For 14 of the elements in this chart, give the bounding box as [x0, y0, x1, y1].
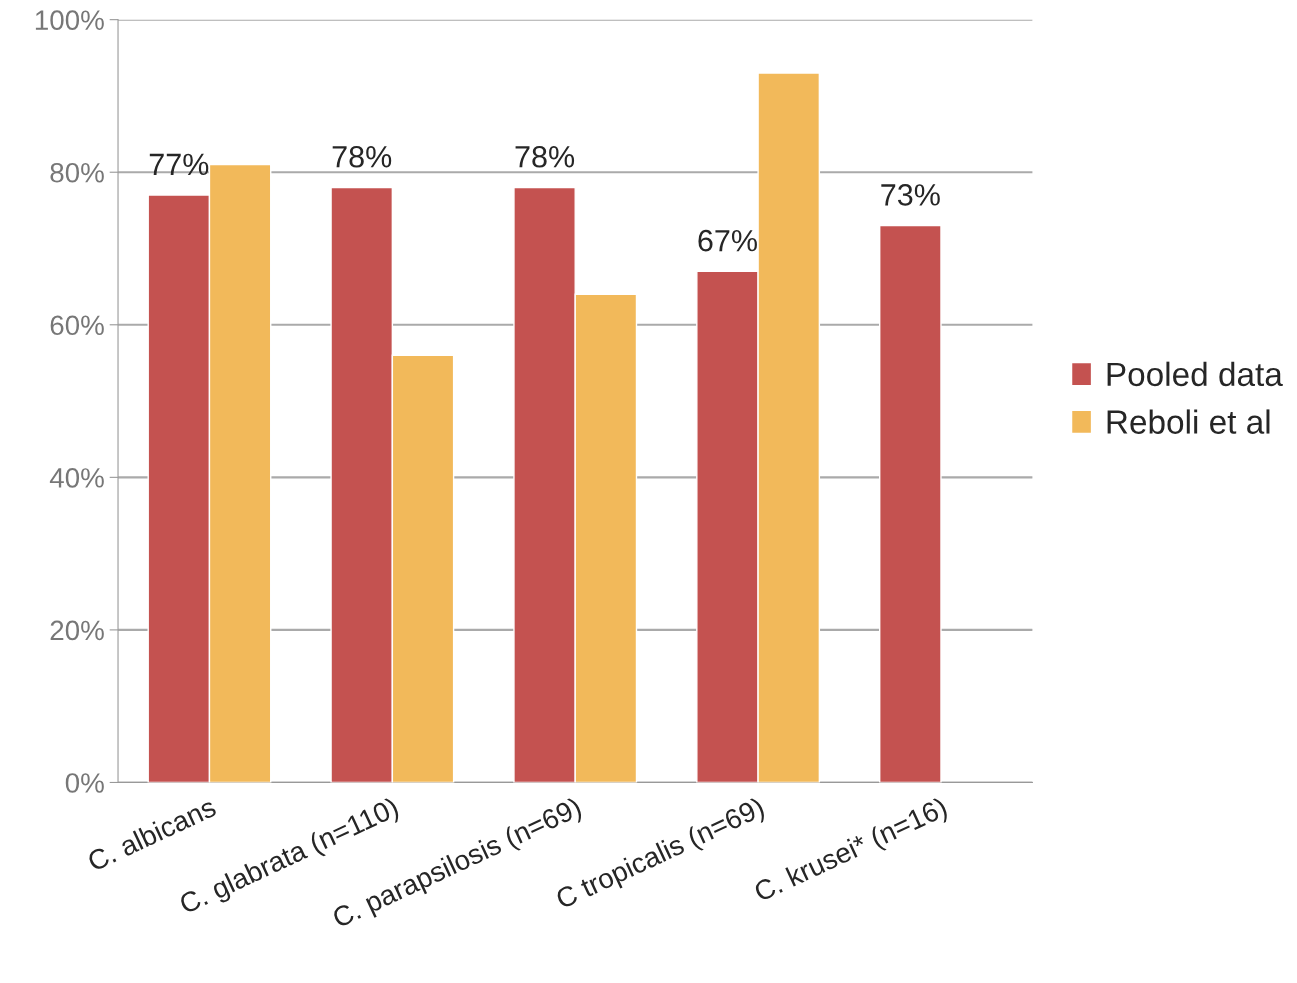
y-tick-label: 0%: [65, 773, 104, 793]
legend-label: Reboli et al: [1107, 409, 1270, 434]
bar: [879, 224, 942, 783]
data-label: 73%: [881, 184, 940, 206]
data-label: 78%: [515, 145, 575, 168]
y-tick-label: 20%: [50, 620, 104, 641]
y-tick-label: 40%: [49, 468, 104, 488]
data-label: 67%: [698, 229, 757, 252]
data-label: 77%: [149, 153, 209, 176]
data-label: 78%: [332, 145, 392, 168]
y-tick-label: 60%: [50, 315, 104, 336]
y-tick-label: 100%: [35, 10, 104, 30]
legend-label: Pooled data: [1107, 361, 1283, 387]
y-tick-label: 80%: [50, 162, 104, 183]
